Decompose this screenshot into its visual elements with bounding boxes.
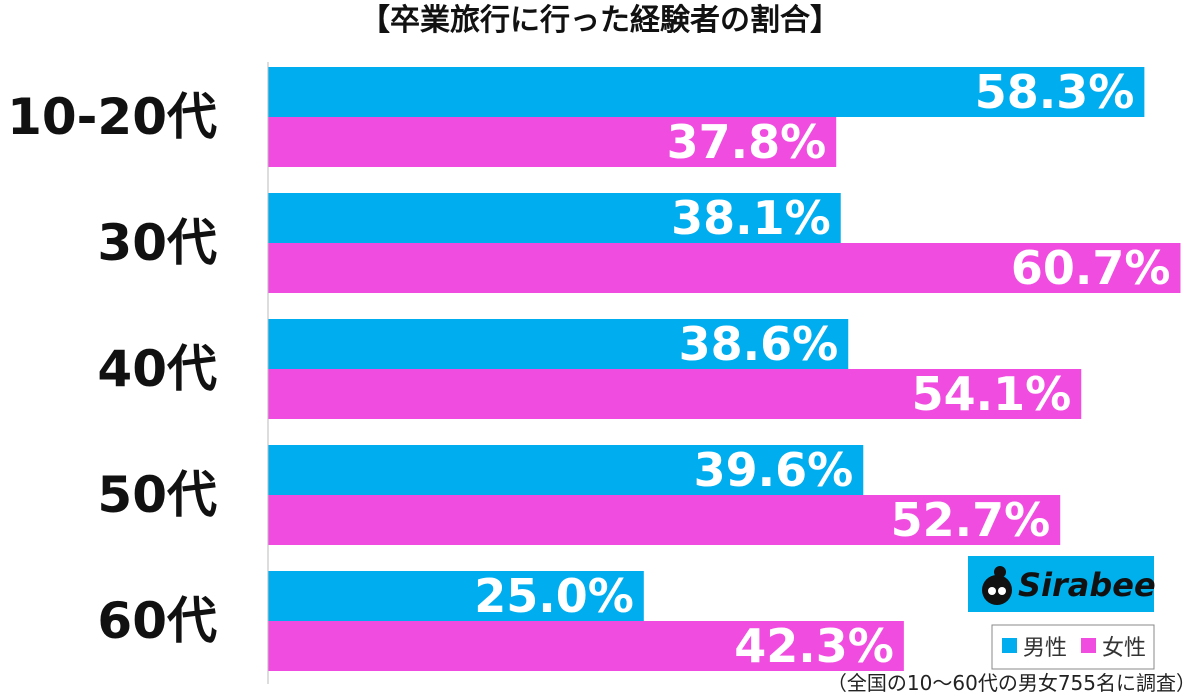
footnote: （全国の10〜60代の男女755名に調査） <box>827 671 1196 695</box>
chart-title: 【卒業旅行に行った経験者の割合】 <box>360 3 840 38</box>
legend: 男性 女性 <box>991 624 1155 670</box>
bar-female <box>268 621 904 671</box>
bar-value-label: 39.6% <box>694 443 854 497</box>
category-label: 40代 <box>97 340 217 398</box>
bars-group: 58.3% 37.8% 38.1% 60.7% 38.6% 54.1% 39.6% 52.7%… <box>268 65 1181 673</box>
bar-value-label: 38.6% <box>679 317 839 371</box>
bar-male <box>268 193 841 243</box>
category-label: 10-20代 <box>7 88 217 146</box>
bar-male <box>268 445 864 495</box>
bar-male <box>268 67 1145 117</box>
legend-box <box>991 624 1155 670</box>
bar-value-label: 52.7% <box>891 493 1051 547</box>
bar-value-label: 38.1% <box>671 191 831 245</box>
bar-value-label: 54.1% <box>912 367 1072 421</box>
brand-mascot-icon <box>982 566 1012 605</box>
brand-name: Sirabee <box>1018 566 1156 604</box>
bar-female <box>268 117 837 167</box>
brand-logo: Sirabee <box>968 556 1156 612</box>
legend-swatch <box>1002 638 1017 653</box>
bar-value-label: 25.0% <box>474 569 634 623</box>
bar-value-label: 60.7% <box>1011 241 1171 295</box>
category-label: 60代 <box>97 592 217 650</box>
legend-label: 男性 <box>1023 636 1067 661</box>
bar-male <box>268 319 849 369</box>
legend-label: 女性 <box>1102 636 1146 661</box>
bar-male <box>268 571 644 621</box>
bar-female <box>268 243 1181 293</box>
legend-swatch <box>1081 638 1096 653</box>
bar-value-label: 37.8% <box>667 115 827 169</box>
category-label: 50代 <box>97 466 217 524</box>
bar-value-label: 42.3% <box>734 619 894 673</box>
bar-female <box>268 369 1082 419</box>
bar-value-label: 58.3% <box>975 65 1135 119</box>
category-label: 30代 <box>97 214 217 272</box>
bar-female <box>268 495 1061 545</box>
